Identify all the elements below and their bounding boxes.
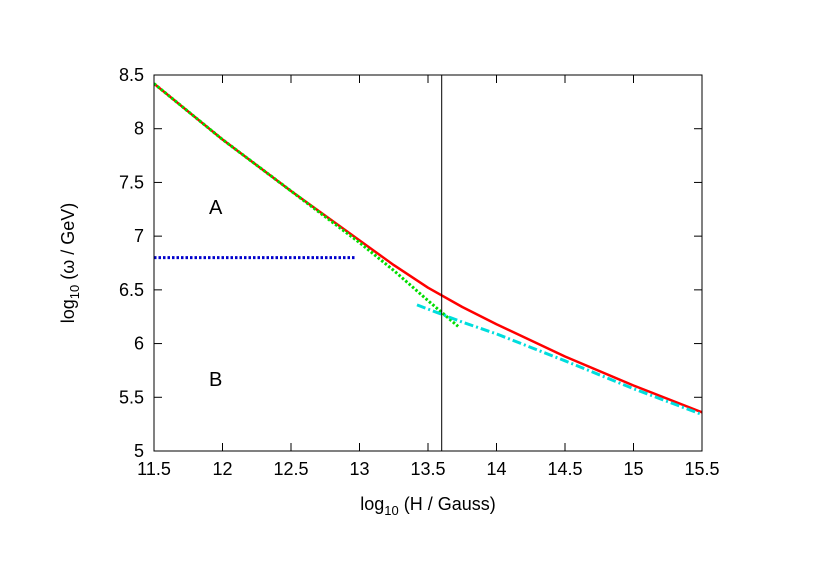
x-tick-label: 12: [212, 459, 232, 479]
region-label-b: B: [209, 369, 222, 391]
y-axis-label: log10 (ω / GeV): [58, 203, 82, 324]
y-tick-label: 5.5: [119, 387, 144, 407]
x-tick-label: 12.5: [273, 459, 308, 479]
y-tick-label: 5: [134, 441, 144, 461]
region-label-a: A: [209, 197, 223, 219]
plot-frame: [153, 74, 703, 452]
series-line-0: [154, 82, 702, 414]
y-tick-label: 8: [134, 119, 144, 139]
x-tick-label: 13: [349, 459, 369, 479]
x-tick-label: 15.5: [684, 459, 719, 479]
x-tick-label: 13.5: [410, 459, 445, 479]
x-axis-label: log10 (H / Gauss): [360, 494, 496, 518]
y-tick-label: 8.5: [119, 65, 144, 85]
x-tick-label: 15: [623, 459, 643, 479]
x-tick-label: 14: [486, 459, 506, 479]
ticks-layer: 11.5 12 12.5 13 13.5 14 14.5 15 15.5 5 5.5 6 6.5 7 7.5…: [119, 65, 720, 479]
y-tick-label: 6: [134, 334, 144, 354]
series-line-3: [416, 303, 702, 416]
x-tick-label: 14.5: [547, 459, 582, 479]
y-tick-label: 6.5: [119, 280, 144, 300]
annotation-layer: AB: [209, 197, 223, 391]
y-tick-label: 7.5: [119, 172, 144, 192]
y-tick-label: 7: [134, 226, 144, 246]
series-layer: [154, 82, 702, 416]
x-tick-label: 11.5: [137, 459, 171, 479]
